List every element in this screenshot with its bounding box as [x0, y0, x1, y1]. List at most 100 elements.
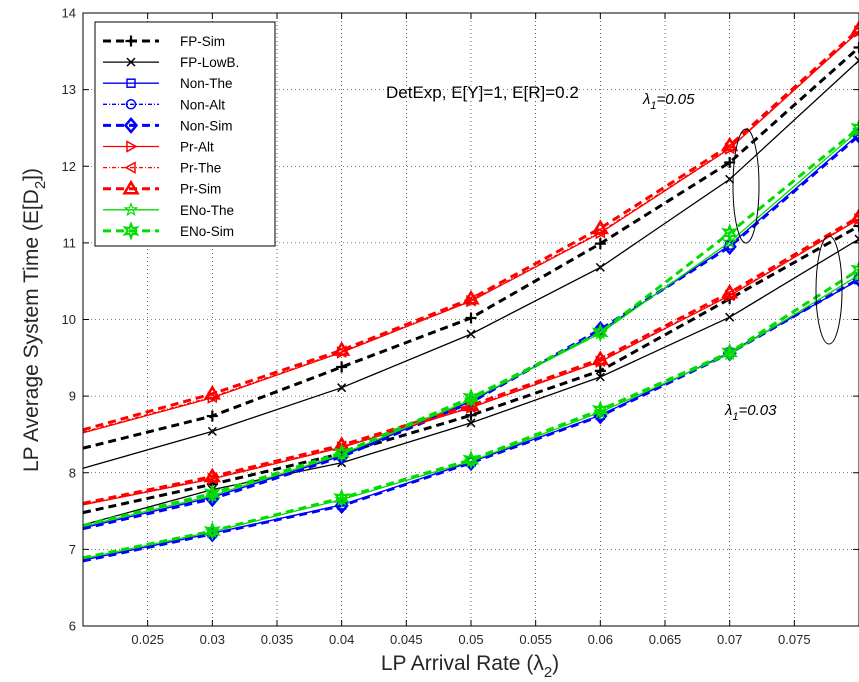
data-point-marker: [721, 223, 739, 243]
data-point-marker: [594, 365, 606, 377]
legend-label: Pr-The: [180, 161, 221, 176]
data-point-marker: [466, 418, 476, 428]
legend-item: Non-Alt: [103, 97, 225, 112]
x-tick-label: 0.075: [778, 632, 811, 647]
group-ellipse-003: [815, 235, 843, 345]
data-point-marker: [591, 350, 610, 366]
data-point-marker: [462, 289, 480, 305]
legend-item: Non-The: [103, 76, 233, 91]
legend: FP-Sim FP-LowB. Non-The Non-Alt Non-Sim Pr-Al…: [94, 21, 276, 247]
data-point-marker: [465, 409, 477, 421]
data-point-marker: [854, 234, 859, 244]
data-point-marker: [725, 312, 735, 322]
data-point-marker: [850, 259, 859, 280]
data-point-marker: [333, 443, 351, 463]
legend-item: ENo-The: [103, 202, 234, 218]
data-point-marker: [126, 78, 136, 88]
data-point-marker: [725, 174, 735, 184]
y-tick-label: 7: [69, 542, 76, 557]
data-point-marker: [462, 387, 480, 408]
data-point-marker: [332, 341, 351, 356]
y-tick-label: 8: [69, 465, 76, 480]
x-tick-label: 0.065: [649, 632, 682, 647]
x-tick-label: 0.045: [390, 632, 423, 647]
legend-label: ENo-The: [180, 203, 234, 218]
annotation-text: DetExp, E[Y]=1, E[R]=0.2: [386, 83, 579, 102]
data-point-marker: [123, 202, 139, 217]
data-point-marker: [337, 383, 347, 393]
legend-label: Non-Alt: [180, 97, 225, 112]
data-point-marker: [203, 521, 221, 541]
data-point-marker: [854, 55, 859, 66]
data-point-marker: [125, 99, 137, 110]
series-line: [82, 215, 859, 505]
data-point-marker: [126, 140, 138, 153]
data-point-marker: [853, 220, 859, 232]
x-tick-label: 0.07: [717, 632, 742, 647]
data-point-marker: [122, 179, 140, 195]
group-label-003: λ1=0.03: [724, 402, 777, 423]
legend-label: ENo-Sim: [180, 224, 234, 239]
x-tick-label: 0.025: [131, 632, 164, 647]
data-point-marker: [465, 312, 477, 324]
axis-ticks: 0.025 0.03 0.035 0.04 0.045 0.05 0.055 0.06 0.06…: [62, 6, 859, 647]
legend-item: Pr-The: [103, 161, 221, 176]
y-tick-label: 12: [62, 159, 76, 174]
data-point-marker: [721, 342, 739, 363]
series-line: [82, 268, 859, 560]
data-point-marker: [333, 488, 351, 508]
data-point-marker: [126, 57, 136, 67]
group-ellipse-005: [732, 128, 760, 244]
y-tick-label: 14: [62, 6, 76, 21]
plot-series: [82, 20, 859, 563]
group-label-005: λ1=0.05: [642, 91, 695, 112]
y-tick-label: 9: [69, 389, 76, 404]
data-point-marker: [122, 221, 140, 241]
legend-item: ENo-Sim: [103, 221, 234, 241]
series-line: [82, 27, 859, 432]
x-axis-label: LP Arrival Rate (λ2): [381, 652, 559, 681]
legend-label: Non-The: [180, 76, 233, 91]
data-point-marker: [724, 156, 736, 168]
data-point-marker: [336, 361, 348, 373]
data-point-marker: [123, 116, 139, 134]
x-tick-label: 0.06: [588, 632, 613, 647]
data-point-marker: [124, 161, 136, 174]
data-point-marker: [591, 400, 609, 420]
legend-label: Pr-Alt: [180, 140, 214, 155]
data-point-marker: [203, 467, 222, 483]
data-point-marker: [850, 118, 859, 138]
y-tick-label: 6: [69, 619, 76, 634]
data-point-marker: [591, 219, 610, 235]
x-tick-label: 0.05: [458, 632, 483, 647]
data-point-marker: [466, 329, 476, 339]
data-point-marker: [203, 384, 222, 400]
legend-label: Pr-Sim: [180, 182, 221, 197]
legend-item: FP-Sim: [103, 34, 225, 49]
data-point-marker: [850, 207, 859, 223]
data-point-marker: [207, 426, 217, 436]
data-point-marker: [594, 238, 606, 250]
data-point-marker: [591, 322, 609, 343]
series-line: [82, 218, 859, 506]
data-point-marker: [853, 41, 859, 53]
y-axis-label: LP Average System Time (E[D2]): [20, 168, 49, 472]
legend-item: Pr-Sim: [103, 179, 221, 197]
y-tick-label: 11: [63, 235, 77, 250]
x-tick-label: 0.055: [519, 632, 552, 647]
data-point-marker: [203, 483, 221, 504]
data-point-marker: [720, 136, 739, 152]
data-point-marker: [720, 283, 739, 299]
y-tick-label: 10: [62, 312, 76, 327]
y-tick-label: 13: [62, 82, 76, 97]
legend-item: Non-Sim: [103, 116, 233, 134]
x-tick-label: 0.035: [261, 632, 294, 647]
data-point-marker: [595, 372, 605, 382]
legend-label: FP-Sim: [180, 34, 225, 49]
legend-item: FP-LowB.: [103, 55, 239, 70]
data-point-marker: [462, 449, 480, 470]
data-point-marker: [125, 35, 137, 47]
series-line: [82, 126, 859, 528]
data-point-marker: [850, 20, 859, 35]
